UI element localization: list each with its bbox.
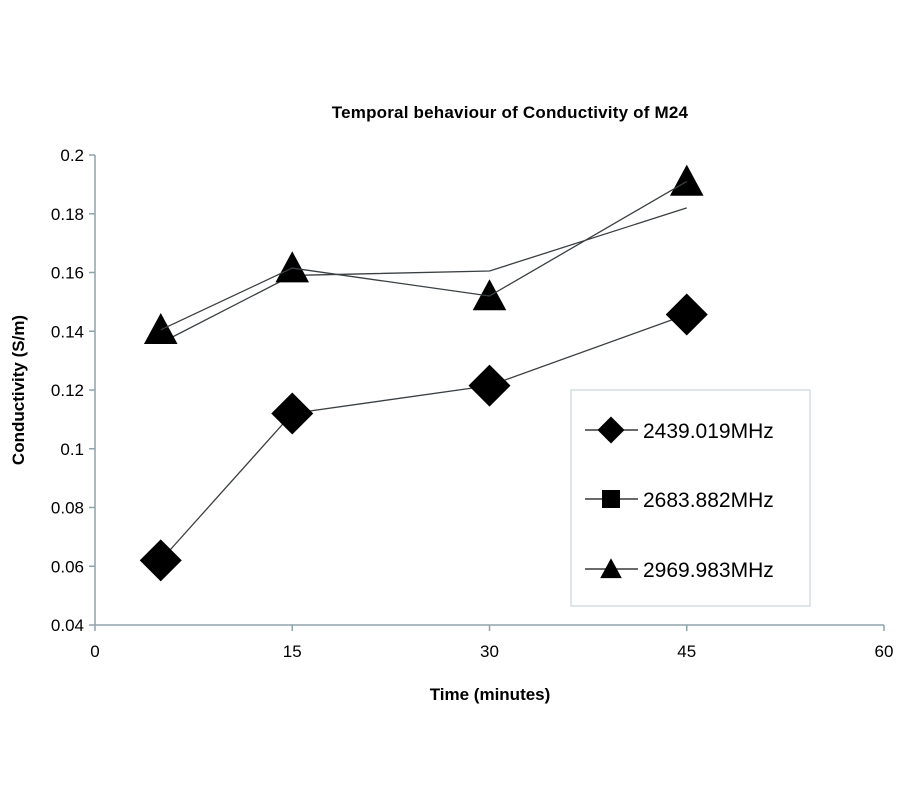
- y-tick-label: 0.08: [51, 499, 84, 518]
- diamond-marker: [468, 364, 511, 407]
- y-tick-label: 0.12: [51, 381, 84, 400]
- y-axis-title: Conductivity (S/m): [9, 315, 28, 465]
- x-tick-label: 30: [480, 642, 499, 661]
- series-triangle: [160, 180, 688, 331]
- y-tick-label: 0.06: [51, 557, 84, 576]
- triangle-marker: [275, 251, 310, 283]
- y-tick-label: 0.1: [60, 440, 84, 459]
- y-tick-label: 0.14: [51, 322, 84, 341]
- x-axis-title: Time (minutes): [430, 685, 551, 704]
- y-tick-label: 0.18: [51, 205, 84, 224]
- y-tick-label: 0.04: [51, 616, 84, 635]
- series-line: [160, 313, 687, 561]
- diamond-marker: [665, 293, 708, 336]
- triangle-marker: [600, 558, 622, 579]
- legend-label: 2439.019MHz: [643, 420, 774, 443]
- legend-label: 2969.983MHz: [643, 559, 774, 582]
- y-tick-label: 0.2: [60, 146, 84, 165]
- triangle-marker: [472, 279, 507, 311]
- series-line: [160, 207, 687, 344]
- series-diamond: [139, 293, 708, 582]
- legend-entry: 2683.882MHz: [585, 489, 774, 512]
- legend: 2439.019MHz 2683.882MHz 2969.983MHz: [570, 389, 811, 607]
- legend-label: 2683.882MHz: [643, 489, 774, 512]
- diamond-marker: [271, 392, 314, 435]
- x-tick-label: 45: [677, 642, 696, 661]
- square-marker: [602, 490, 620, 508]
- series-layer: [139, 164, 708, 582]
- chart-title: Temporal behaviour of Conductivity of M2…: [332, 103, 689, 122]
- series-line: [160, 180, 688, 331]
- series-square: [143, 164, 704, 345]
- triangle-marker: [143, 312, 178, 345]
- legend-entry: 2969.983MHz: [585, 558, 774, 582]
- legend-entry: 2439.019MHz: [585, 416, 774, 444]
- x-tick-label: 15: [283, 642, 302, 661]
- diamond-marker: [139, 539, 182, 582]
- x-tick-label: 60: [875, 642, 894, 661]
- diamond-marker: [597, 416, 625, 444]
- x-tick-label: 0: [90, 642, 99, 661]
- y-tick-label: 0.16: [51, 264, 84, 283]
- triangle-marker: [669, 164, 704, 196]
- axes: 0.04 0.06 0.08 0.1 0.12 0.14 0.16 0.18 0.2 0 15 30 4…: [51, 146, 894, 661]
